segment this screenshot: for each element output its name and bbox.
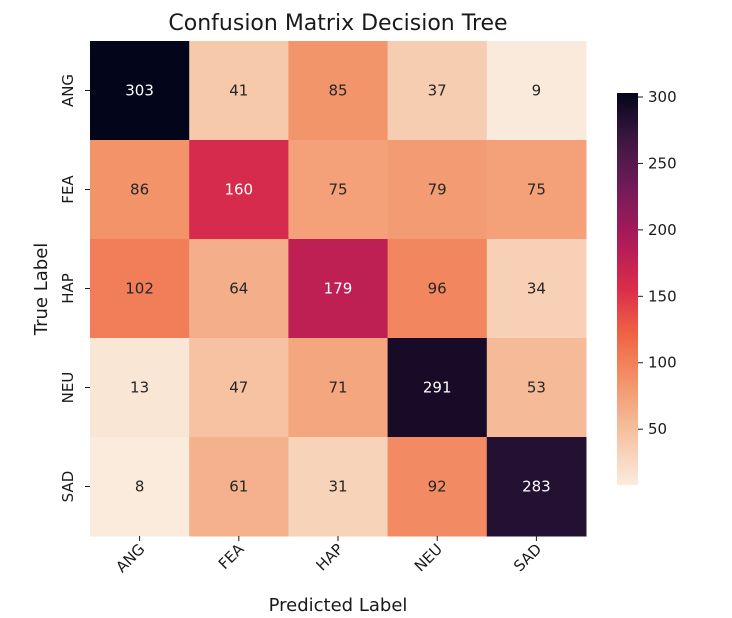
heatmap-cell	[189, 338, 289, 438]
cell-value-label: 37	[428, 82, 447, 100]
heatmap-cell	[288, 140, 389, 240]
cell-value-label: 160	[224, 181, 253, 199]
cell-value-label: 13	[130, 379, 149, 397]
cell-value-label: 8	[135, 478, 145, 496]
colorbar-gradient	[617, 93, 638, 485]
heatmap-cell	[486, 239, 587, 339]
heatmap-cell	[90, 437, 190, 537]
cell-value-label: 283	[522, 478, 551, 496]
heatmap-cell	[288, 41, 389, 141]
x-tick-label: NEU	[411, 540, 446, 575]
cell-value-label: 61	[229, 478, 248, 496]
heatmap-cell	[189, 140, 289, 240]
cell-value-label: 79	[428, 181, 447, 199]
heatmap-cell	[486, 338, 587, 438]
cell-value-label: 102	[125, 280, 154, 298]
cell-value-label: 64	[229, 280, 248, 298]
cell-value-label: 96	[428, 280, 447, 298]
heatmap-cell	[90, 41, 190, 141]
heatmap-cell	[288, 239, 389, 339]
heatmap-cell	[189, 437, 289, 537]
heatmap-cell	[486, 437, 587, 537]
chart-title: Confusion Matrix Decision Tree	[168, 11, 507, 36]
heatmap-cell	[486, 140, 587, 240]
y-tick-label: ANG	[59, 74, 77, 107]
cell-value-label: 34	[527, 280, 546, 298]
heatmap-cell	[189, 239, 289, 339]
y-tick-label: HAP	[59, 273, 77, 304]
colorbar-tick-label: 200	[648, 221, 677, 239]
cell-value-label: 303	[125, 82, 154, 100]
cell-value-label: 53	[527, 379, 546, 397]
cell-value-label: 75	[328, 181, 347, 199]
heatmap-cell	[90, 239, 190, 339]
cell-value-label: 31	[328, 478, 347, 496]
y-axis-label: True Label	[31, 243, 52, 337]
heatmap-cell	[387, 41, 488, 141]
heatmap-cells	[90, 41, 587, 537]
cell-value-label: 86	[130, 181, 149, 199]
cell-value-label: 47	[229, 379, 248, 397]
y-tick-label: FEA	[59, 175, 77, 204]
heatmap-cell	[90, 338, 190, 438]
heatmap-cell	[387, 437, 488, 537]
x-tick-label: HAP	[312, 540, 346, 574]
heatmap-cell	[387, 239, 488, 339]
cell-value-label: 71	[328, 379, 347, 397]
colorbar-tick-label: 100	[648, 354, 677, 372]
cell-value-label: 85	[328, 82, 347, 100]
heatmap-cell-labels: 303 41 85 37 9 86 160 75 79 75 102 64 179 96 34 13 47 71 2…	[125, 82, 550, 496]
heatmap-cell	[189, 41, 289, 141]
heatmap-cell	[288, 338, 389, 438]
y-tick-label: SAD	[59, 471, 77, 503]
cell-value-label: 179	[324, 280, 353, 298]
cell-value-label: 75	[527, 181, 546, 199]
colorbar-tick-label: 150	[648, 287, 677, 305]
y-tick-label: NEU	[59, 372, 77, 404]
colorbar-tick-label: 300	[648, 88, 677, 106]
heatmap-cell	[387, 140, 488, 240]
heatmap-cell	[486, 41, 587, 141]
cell-value-label: 41	[229, 82, 248, 100]
x-axis-label: Predicted Label	[269, 595, 408, 616]
y-axis: ANG FEA HAP NEU SAD	[59, 74, 90, 502]
cell-value-label: 92	[428, 478, 447, 496]
x-axis: ANG FEA HAP NEU SAD	[112, 536, 545, 576]
x-tick-label: ANG	[112, 540, 148, 576]
x-tick-label: SAD	[510, 540, 545, 575]
cell-value-label: 9	[532, 82, 542, 100]
x-tick-label: FEA	[215, 540, 248, 573]
colorbar: 50 100 150 200 250 300	[617, 88, 677, 485]
colorbar-tick-label: 50	[648, 420, 667, 438]
heatmap-cell	[90, 140, 190, 240]
cell-value-label: 291	[423, 379, 452, 397]
heatmap-cell	[387, 338, 488, 438]
colorbar-tick-label: 250	[648, 154, 677, 172]
colorbar-ticks: 50 100 150 200 250 300	[638, 88, 677, 438]
heatmap-cell	[288, 437, 389, 537]
